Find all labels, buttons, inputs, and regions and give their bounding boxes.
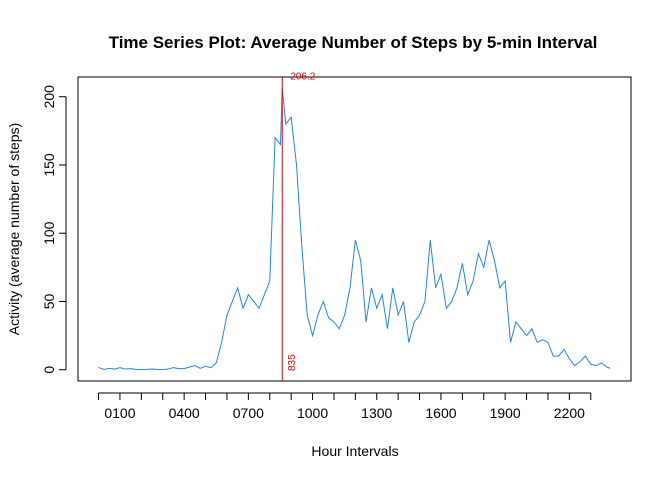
x-tick-label: 1600: [425, 405, 456, 421]
plot-box: [77, 76, 632, 382]
x-tick-label: 1900: [490, 405, 521, 421]
x-tick-label: 1300: [361, 405, 392, 421]
x-tick-label: 2200: [554, 405, 585, 421]
y-tick-label: 0: [41, 366, 57, 374]
peak-annotation: 206.2: [290, 71, 315, 82]
interval-annotation: 835: [287, 354, 298, 371]
x-tick-label: 0100: [104, 405, 135, 421]
y-axis-label: Activity (average number of steps): [6, 123, 22, 335]
series-line: [98, 88, 611, 371]
y-tick-label: 150: [41, 153, 57, 177]
x-tick-label: 0400: [169, 405, 200, 421]
chart-title: Time Series Plot: Average Number of Step…: [109, 33, 598, 52]
y-tick-label: 200: [41, 85, 57, 109]
x-tick-label: 1000: [297, 405, 328, 421]
y-tick-label: 50: [41, 293, 57, 309]
y-tick-label: 100: [41, 221, 57, 245]
x-tick-label: 0700: [233, 405, 264, 421]
x-axis-label: Hour Intervals: [311, 443, 398, 459]
